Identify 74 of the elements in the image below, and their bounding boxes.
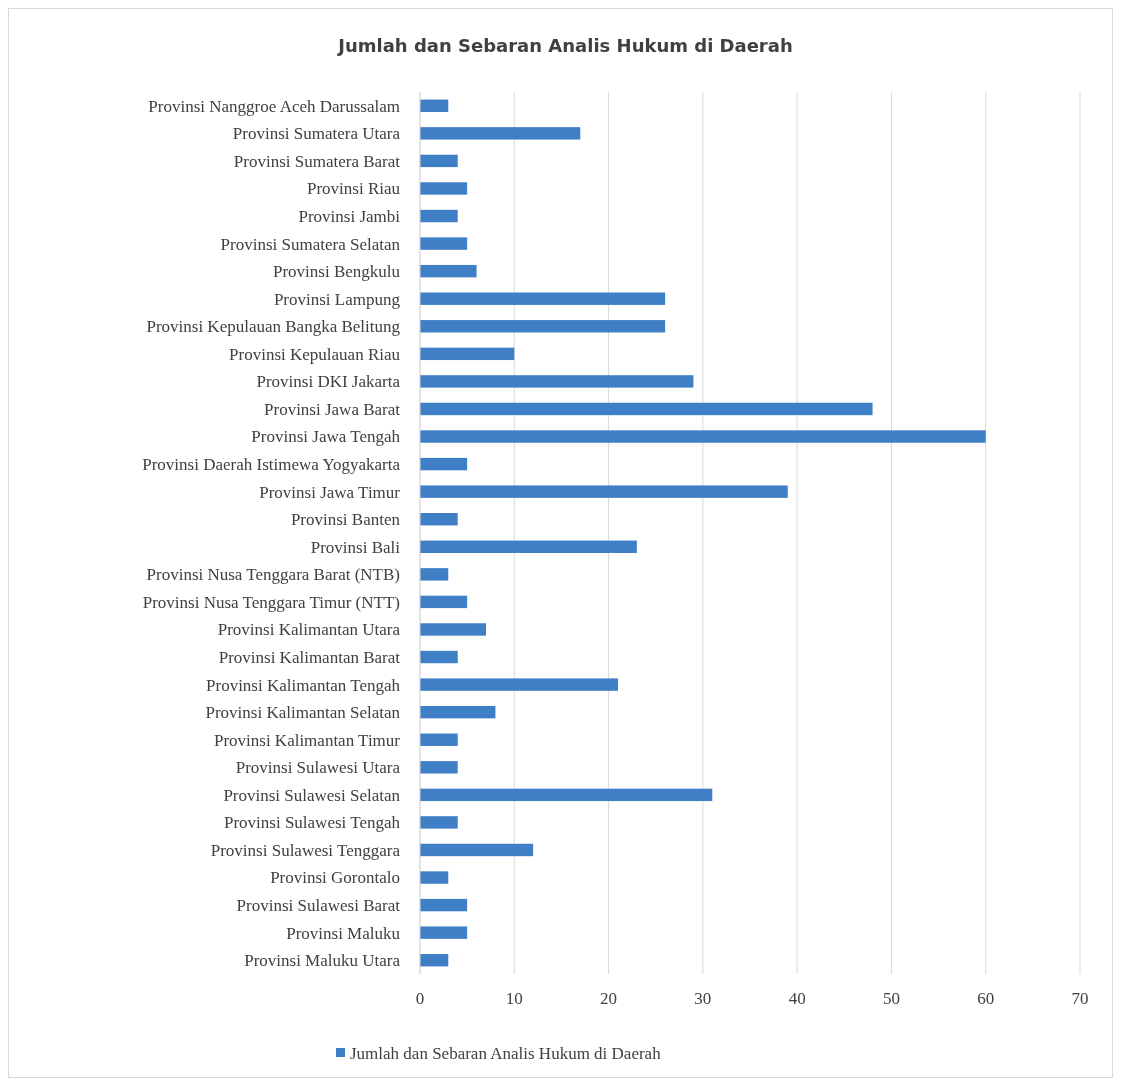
bar [420,402,873,416]
y-tick-label: Provinsi Nusa Tenggara Timur (NTT) [142,592,400,612]
bar [420,623,486,636]
y-tick-label: Provinsi Sumatera Barat [233,151,401,171]
y-tick-label: Provinsi Kalimantan Timur [213,730,401,750]
bar [420,264,477,278]
y-tick-label: Provinsi Maluku [286,923,401,943]
y-tick-label: Provinsi Nanggroe Aceh Darussalam [148,96,400,116]
bar [420,733,458,746]
y-tick-label: Provinsi Kalimantan Selatan [205,703,401,723]
bar [420,430,986,443]
y-tick-label: Provinsi Jawa Barat [264,399,401,419]
bar [420,540,637,553]
bar [420,568,449,581]
y-tick-label: Provinsi Sulawesi Utara [235,758,401,778]
y-tick-label: Provinsi Bali [310,537,401,557]
x-tick-label: 20 [600,989,618,1008]
bar [420,457,468,471]
bar [420,209,458,223]
y-tick-label: Provinsi Sumatera Selatan [220,234,401,254]
y-tick-label: Provinsi Sulawesi Tengah [223,813,401,833]
bar [420,705,496,719]
y-tick-label: Provinsi Jawa Timur [259,482,401,502]
x-tick-label: 10 [505,989,523,1008]
y-tick-label: Provinsi Bengkulu [272,262,401,282]
bar [420,154,458,168]
y-tick-label: Provinsi Gorontalo [270,868,400,888]
y-tick-label: Provinsi DKI Jakarta [256,372,401,392]
y-tick-label: Provinsi Jawa Tengah [251,427,401,447]
bar [420,871,449,884]
bar [420,320,666,333]
y-tick-label: Provinsi Kalimantan Utara [217,620,401,640]
x-tick-label: 70 [1071,989,1089,1008]
x-tick-label: 60 [977,989,995,1008]
bar [420,595,468,609]
y-tick-label: Provinsi Sumatera Utara [232,124,401,144]
y-tick-label: Provinsi Kepulauan Riau [229,344,401,364]
x-tick-label: 0 [415,989,425,1008]
bar [420,99,449,112]
bar [420,954,449,967]
y-tick-label: Provinsi Nusa Tenggara Barat (NTB) [146,565,400,585]
y-tick-label: Provinsi Sulawesi Barat [236,896,401,916]
y-tick-label: Provinsi Sulawesi Selatan [223,785,401,805]
y-tick-label: Provinsi Kalimantan Tengah [206,675,401,695]
chart-title: Jumlah dan Sebaran Analis Hukum di Daerah [336,35,793,56]
y-tick-label: Provinsi Banten [290,510,401,530]
x-tick-label: 30 [694,989,712,1008]
y-tick-label: Provinsi Kalimantan Barat [218,647,401,667]
x-tick-label: 40 [788,989,806,1008]
bar [420,816,458,829]
legend-label: Jumlah dan Sebaran Analis Hukum di Daerah [350,1043,662,1063]
y-tick-label: Provinsi Lampung [273,289,401,309]
bar [420,926,468,939]
bar [420,375,694,388]
bar [420,237,468,250]
bar [420,347,515,361]
bar [420,843,534,857]
bar [420,485,788,498]
bar [420,788,713,802]
bar [420,182,468,195]
bar [420,898,468,912]
y-tick-label: Provinsi Sulawesi Tenggara [210,840,401,860]
y-tick-label: Provinsi Daerah Istimewa Yogyakarta [142,455,401,475]
bar [420,127,581,140]
y-tick-label: Provinsi Jambi [298,206,401,226]
bar [420,650,458,664]
bar [420,761,458,774]
y-tick-label: Provinsi Kepulauan Bangka Belitung [146,317,401,337]
x-tick-label: 50 [882,989,900,1008]
bar [420,678,618,691]
bar [420,292,666,305]
y-tick-label: Provinsi Maluku Utara [244,951,401,971]
y-tick-label: Provinsi Riau [306,179,401,199]
bar [420,513,458,526]
